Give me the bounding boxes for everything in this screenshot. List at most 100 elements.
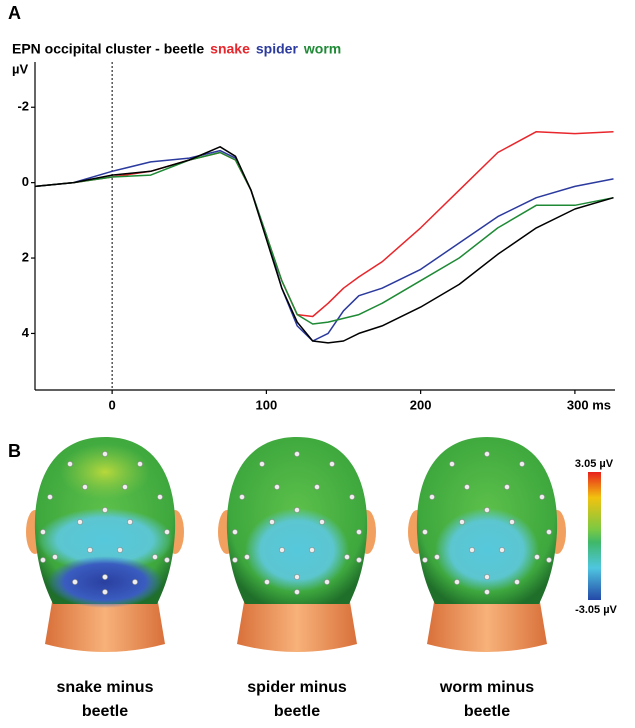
electrode bbox=[349, 494, 355, 500]
electrode bbox=[72, 579, 78, 585]
series-line bbox=[34, 130, 614, 318]
map-label: spider minus bbox=[247, 679, 347, 696]
electrode bbox=[67, 461, 73, 467]
map-patch bbox=[435, 508, 539, 592]
electrode bbox=[40, 529, 46, 535]
y-tick-label: 0 bbox=[22, 174, 29, 189]
electrode bbox=[464, 484, 470, 490]
electrode bbox=[164, 557, 170, 563]
electrode bbox=[294, 574, 300, 580]
electrode bbox=[429, 494, 435, 500]
electrode bbox=[539, 494, 545, 500]
head-map bbox=[26, 437, 184, 652]
electrode bbox=[127, 519, 133, 525]
map-label: beetle bbox=[82, 703, 128, 720]
electrode bbox=[344, 554, 350, 560]
electrode bbox=[319, 519, 325, 525]
map-patch bbox=[37, 508, 173, 572]
electrode bbox=[82, 484, 88, 490]
map-patch bbox=[245, 508, 349, 592]
electrode bbox=[294, 507, 300, 513]
x-tick-label: 100 bbox=[256, 397, 278, 412]
electrode bbox=[77, 519, 83, 525]
electrode bbox=[509, 519, 515, 525]
map-label: snake minus bbox=[57, 679, 154, 696]
series-line bbox=[34, 149, 614, 342]
electrode bbox=[534, 554, 540, 560]
electrode bbox=[329, 461, 335, 467]
y-tick-label: 2 bbox=[22, 249, 29, 264]
electrode bbox=[434, 554, 440, 560]
panel-label: A bbox=[8, 3, 21, 23]
map-label: beetle bbox=[274, 703, 320, 720]
electrode bbox=[117, 547, 123, 553]
electrode bbox=[454, 579, 460, 585]
electrode bbox=[279, 547, 285, 553]
electrode bbox=[499, 547, 505, 553]
map-label: beetle bbox=[464, 703, 510, 720]
electrode bbox=[484, 507, 490, 513]
electrode bbox=[504, 484, 510, 490]
electrode bbox=[259, 461, 265, 467]
electrode bbox=[514, 579, 520, 585]
map-label: worm minus bbox=[439, 679, 534, 696]
head-map bbox=[218, 437, 376, 652]
electrode bbox=[102, 451, 108, 457]
legend-entry: worm bbox=[303, 41, 341, 57]
colorbar bbox=[588, 472, 601, 600]
electrode bbox=[449, 461, 455, 467]
chart-title: EPN occipital cluster - beetle bbox=[12, 41, 204, 57]
electrode bbox=[137, 461, 143, 467]
legend-entry: spider bbox=[256, 41, 299, 57]
electrode bbox=[152, 554, 158, 560]
electrode bbox=[122, 484, 128, 490]
map-patch bbox=[47, 556, 163, 608]
head-map bbox=[408, 437, 566, 652]
electrode bbox=[294, 589, 300, 595]
colorbar-min: -3.05 µV bbox=[575, 604, 617, 616]
electrode bbox=[40, 557, 46, 563]
electrode bbox=[459, 519, 465, 525]
electrode bbox=[356, 529, 362, 535]
x-tick-label: 300 ms bbox=[567, 397, 611, 412]
electrode bbox=[102, 507, 108, 513]
x-tick-label: 200 bbox=[410, 397, 432, 412]
electrode bbox=[484, 574, 490, 580]
electrode bbox=[87, 547, 93, 553]
y-tick-label: -2 bbox=[17, 99, 29, 114]
electrode bbox=[132, 579, 138, 585]
legend-entry: snake bbox=[210, 41, 250, 57]
electrode bbox=[47, 494, 53, 500]
electrode bbox=[324, 579, 330, 585]
electrode bbox=[274, 484, 280, 490]
electrode bbox=[294, 451, 300, 457]
electrode bbox=[484, 589, 490, 595]
x-tick-label: 0 bbox=[109, 397, 116, 412]
electrode bbox=[422, 557, 428, 563]
electrode bbox=[157, 494, 163, 500]
electrode bbox=[264, 579, 270, 585]
electrode bbox=[314, 484, 320, 490]
electrode bbox=[309, 547, 315, 553]
electrode bbox=[546, 557, 552, 563]
panel-label: B bbox=[8, 441, 21, 461]
electrode bbox=[102, 574, 108, 580]
series-line bbox=[34, 146, 614, 344]
electrode bbox=[232, 529, 238, 535]
electrode bbox=[164, 529, 170, 535]
electrode bbox=[269, 519, 275, 525]
y-tick-label: 4 bbox=[22, 325, 30, 340]
electrode bbox=[484, 451, 490, 457]
colorbar-max: 3.05 µV bbox=[575, 458, 614, 470]
electrode bbox=[52, 554, 58, 560]
electrode bbox=[519, 461, 525, 467]
electrode bbox=[469, 547, 475, 553]
electrode bbox=[546, 529, 552, 535]
electrode bbox=[239, 494, 245, 500]
electrode bbox=[356, 557, 362, 563]
y-axis-label: µV bbox=[12, 61, 28, 76]
series-line bbox=[34, 151, 614, 325]
electrode bbox=[422, 529, 428, 535]
electrode bbox=[232, 557, 238, 563]
